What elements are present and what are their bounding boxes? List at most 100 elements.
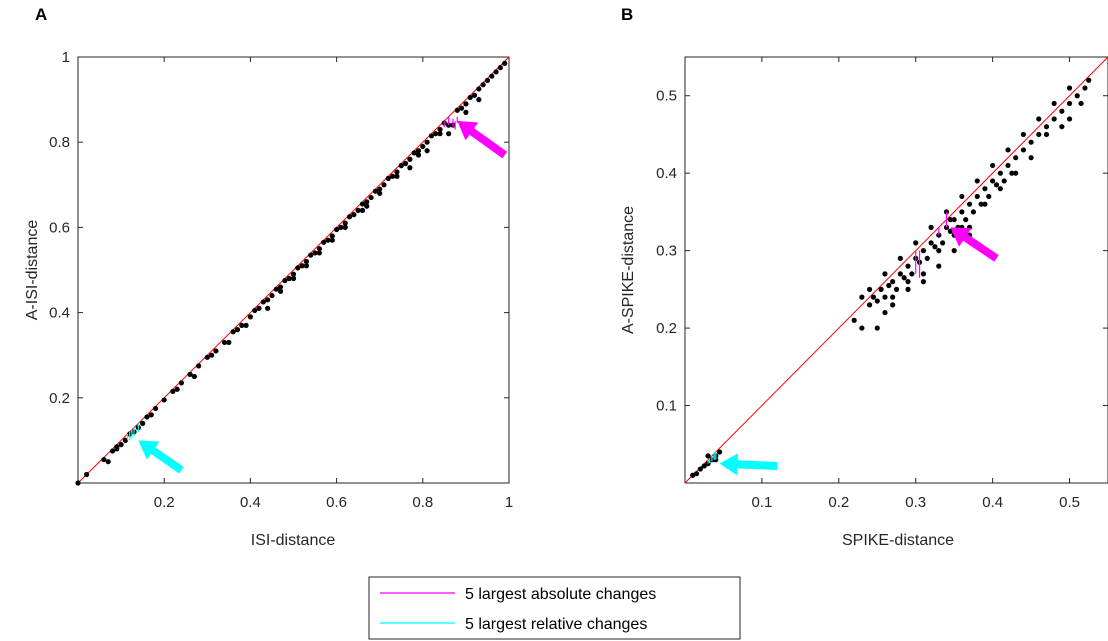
panel-a-ylabel: A-ISI-distance [24, 220, 41, 321]
panel-b-data-point [1036, 131, 1042, 138]
panel-a-data-point [273, 286, 279, 292]
panel-b-data-point [936, 248, 942, 254]
panel-b-data-point [1066, 116, 1073, 122]
panel-a-data-point [252, 307, 258, 314]
panel-a-data-point [359, 207, 366, 213]
panel-a-data-point [269, 292, 275, 299]
panel-b-data-point [951, 217, 957, 223]
panel-a-data-point [204, 354, 210, 360]
panel-a-data-point [377, 186, 383, 192]
panel-b-data-point [966, 201, 973, 207]
panel-b-arrow-relative [719, 453, 778, 476]
panel-a-data-point [312, 250, 318, 256]
panel-a-data-point [446, 131, 452, 137]
panel-a-data-point [109, 448, 116, 454]
panel-a-data-point [316, 250, 322, 256]
panel-a-data-point [226, 339, 232, 346]
panel-a-data-point [454, 107, 460, 113]
legend-label-absolute: 5 largest absolute changes [465, 586, 656, 603]
panel-b-data-point [866, 286, 873, 292]
panel-a-data-point [502, 60, 508, 66]
panel-a-xlabel: ISI-distance [251, 532, 336, 549]
panel-a-data-point [239, 322, 245, 328]
panel-a-data-point [75, 480, 81, 486]
panel-b-data-point [920, 271, 927, 277]
panel-a-data-point [364, 199, 370, 205]
panel-a-data-point [458, 105, 465, 111]
panel-a-data-point [415, 148, 422, 154]
panel-b-data-point [897, 255, 903, 261]
panel-b-data-point [1066, 100, 1073, 107]
panel-b-data-point [1051, 100, 1057, 107]
panel-a-data-point [148, 412, 154, 418]
panel-a-data-point [152, 405, 159, 412]
panel-b-data-point [947, 217, 953, 223]
panel-b-data-point [905, 279, 911, 285]
panel-a-data-point [342, 220, 348, 226]
panel-a-data-point [368, 194, 374, 201]
panel-a-data-point [105, 459, 111, 465]
panel-b-data-point [890, 279, 896, 285]
legend-box [368, 576, 741, 640]
panel-a-data-point [377, 190, 383, 196]
panel-b-data-point [1043, 131, 1050, 138]
panel-a-data-point [290, 271, 297, 277]
panel-a-data-point [84, 471, 90, 478]
panel-b-data-point [1066, 85, 1073, 91]
panel-a-arrows [138, 120, 507, 474]
panel-a-data-point [359, 201, 366, 207]
panel-b-data-point [882, 294, 888, 300]
panel-b-data-point [870, 294, 877, 300]
panel-a-data-point [407, 165, 413, 171]
panel-a-data-point [308, 252, 314, 258]
panel-a-data-point [364, 203, 370, 209]
panel-b-data-point [851, 317, 857, 323]
panel-b-ytick-label: 0.4 [656, 165, 677, 182]
panel-b-data-point [697, 466, 703, 472]
panel-a-data-point [471, 92, 478, 98]
panel-a-data-point [493, 69, 499, 75]
panel-a-data-point [101, 456, 107, 463]
panel-b-ticks: 0.1 0.2 0.3 0.4 0.5 0.1 0.2 0.3 0.4 0.5 [656, 57, 1108, 511]
panel-a-data-point [497, 65, 503, 71]
panel-a-arrow-absolute [457, 120, 507, 159]
panel-a-ytick-label: 0.4 [49, 305, 70, 322]
panel-a-data-point [114, 446, 120, 452]
panel-b-data-point [1028, 139, 1034, 145]
panel-a-ytick-label: 0.2 [49, 390, 70, 407]
panel-a-data-point [140, 420, 146, 426]
panel-a-ticks: 0.2 0.4 0.6 0.8 1 0.2 0.4 0.6 0.8 1 [49, 49, 513, 511]
panel-a-data-point [243, 322, 249, 328]
panel-a-data-point [174, 386, 180, 392]
panel-a-data-point [433, 131, 439, 137]
panel-b-data-point [705, 453, 711, 459]
panel-a-data-point [221, 339, 228, 346]
panel-a-data-point [265, 305, 271, 311]
panel-b-data-point [990, 178, 996, 184]
panel-a-data-point [415, 152, 422, 158]
panel-a-data-point [424, 139, 430, 145]
panel-a-data-point [282, 278, 288, 284]
panel-a-data-point [390, 173, 396, 179]
panel-b-data-point [970, 209, 977, 215]
panel-a-xtick-label: 0.2 [154, 494, 175, 511]
panel-b-data-point [874, 298, 880, 304]
panel-a-data-point [213, 348, 219, 354]
panel-b-arrows [719, 227, 999, 476]
panel-a-data-point [329, 233, 335, 239]
panel-a-data-point [463, 101, 469, 107]
panel-a-data-point [351, 212, 357, 218]
panel-b-data-point [932, 244, 938, 250]
panel-b-data-point [928, 224, 934, 230]
panel-b-data-point [993, 182, 1000, 188]
panel-a-data-point [484, 77, 491, 84]
panel-a-data-point [437, 131, 443, 137]
panel-a-data-point [394, 169, 400, 175]
panel-a-data-point [476, 97, 482, 103]
panel-a-data-point [196, 363, 202, 369]
panel-b-data-point [717, 449, 723, 455]
panel-b-data-point [997, 186, 1003, 192]
panel-b-ytick-label: 0.1 [656, 398, 677, 415]
panel-b-data-point [951, 248, 957, 254]
panel-a-xtick-label: 0.4 [240, 494, 261, 511]
